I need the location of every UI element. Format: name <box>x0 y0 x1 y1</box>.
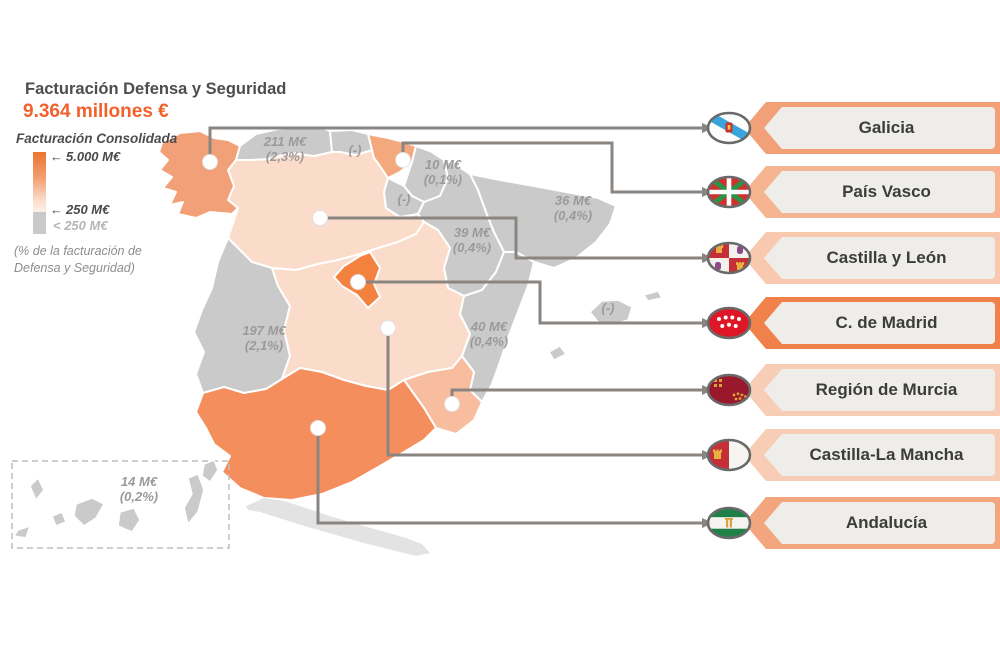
region-cantabria <box>329 129 373 156</box>
dot-pais-vasco <box>395 152 411 168</box>
banner-label: Región de Murcia <box>815 380 958 399</box>
map-label-pct: (0,4%) <box>553 208 593 223</box>
banner-plate: C. de Madrid <box>764 302 995 344</box>
legend-title: Facturación Consolidada <box>16 131 178 146</box>
africa-coast <box>246 498 430 556</box>
map-label-aragon: 39 M€ (0,4%) <box>452 225 492 256</box>
banner-plate: País Vasco <box>764 171 995 213</box>
banner-plate: Castilla y León <box>764 237 995 279</box>
total-revenue: 9.364 millones € <box>23 101 169 122</box>
legend-footnote-line1: (% de la facturación de <box>14 244 142 258</box>
map-regions <box>11 125 663 556</box>
dot-castilla-mancha <box>380 320 396 336</box>
map-label-value: (-) <box>348 142 362 158</box>
map-label-value: 211 M€ <box>263 134 307 150</box>
banner-madrid: C. de Madrid <box>700 297 1000 349</box>
banner-label: Andalucía <box>845 513 928 532</box>
legend-max-row: ← 5.000 M€ <box>50 149 120 164</box>
map-label-baleares: (-) <box>601 300 615 317</box>
map-label-navarra: 10 M€ (0,1%) <box>423 157 463 188</box>
map-label-asturias: 211 M€ (2,3%) <box>263 134 307 165</box>
canary-islands-box <box>11 460 230 549</box>
region-galicia <box>158 130 241 219</box>
map-label-value: 197 M€ <box>242 323 286 339</box>
map-label-valencia: 40 M€ (0,4%) <box>469 319 509 350</box>
left-arrow-icon: ← <box>50 202 63 217</box>
legend-below-row: < 250 M€ <box>53 218 108 233</box>
legend-gradient-bar <box>33 152 46 212</box>
banner-label: Galicia <box>858 118 915 137</box>
andalucia-flag-icon <box>706 506 752 540</box>
dot-murcia <box>444 396 460 412</box>
banner-label: C. de Madrid <box>835 313 938 332</box>
banner-plate: Castilla-La Mancha <box>764 434 995 476</box>
banner-label: Castilla y León <box>826 248 947 267</box>
pais-vasco-flag-icon <box>706 175 752 209</box>
map-label-pct: (2,3%) <box>265 149 305 164</box>
banner-castilla-mancha: Castilla-La Mancha <box>700 429 1000 481</box>
legend-max-label: 5.000 M€ <box>66 149 121 164</box>
castilla-mancha-flag-icon <box>706 438 752 472</box>
banner-galicia: Galicia <box>700 102 1000 154</box>
map-anchor-dots <box>202 152 460 436</box>
map-label-cantabria: (-) <box>348 142 362 159</box>
map-label-pct: (0,4%) <box>452 240 492 255</box>
madrid-flag-icon <box>706 306 752 340</box>
legend-footnote: (% de la facturación de Defensa y Seguri… <box>14 243 142 276</box>
banner-plate: Galicia <box>764 107 995 149</box>
map-label-value: 39 M€ <box>453 225 491 241</box>
map-label-extremadura: 197 M€ (2,1%) <box>242 323 286 354</box>
connector-murcia <box>450 388 703 404</box>
map-label-value: 10 M€ <box>424 157 462 173</box>
connector-galicia <box>208 126 703 162</box>
page-title: Facturación Defensa y Seguridad <box>25 80 287 98</box>
connector-castilla-mancha <box>386 328 703 457</box>
connector-andalucia <box>316 428 703 525</box>
dot-madrid <box>350 274 366 290</box>
map-label-value: 40 M€ <box>470 319 508 335</box>
dot-galicia <box>202 154 218 170</box>
legend-mid-row: ← 250 M€ <box>50 202 109 217</box>
castilla-leon-flag-icon <box>706 241 752 275</box>
banner-plate: Andalucía <box>764 502 995 544</box>
banner-andalucia: Andalucía <box>700 497 1000 549</box>
legend-mid-label: 250 M€ <box>66 202 110 217</box>
banner-label: País Vasco <box>842 182 931 201</box>
region-canarias <box>13 459 219 539</box>
connector-madrid <box>358 280 703 325</box>
map-label-value: (-) <box>397 191 411 207</box>
banner-castilla-leon: Castilla y León <box>700 232 1000 284</box>
legend-footnote-line2: Defensa y Seguridad) <box>14 260 135 275</box>
banner-plate: Región de Murcia <box>764 369 995 411</box>
map-label-pct: (0,4%) <box>469 334 509 349</box>
murcia-flag-icon <box>706 373 752 407</box>
map-label-value: 14 M€ <box>120 474 158 490</box>
banner-pais-vasco: País Vasco <box>700 166 1000 218</box>
legend-gray-bar <box>33 212 46 234</box>
dot-andalucia <box>310 420 326 436</box>
left-arrow-icon: ← <box>50 149 63 164</box>
banner-murcia: Región de Murcia <box>700 364 1000 416</box>
dot-castilla-leon <box>312 210 328 226</box>
legend-below-label: < 250 M€ <box>53 218 108 233</box>
map-label-la-rioja: (-) <box>397 191 411 208</box>
banner-label: Castilla-La Mancha <box>809 445 964 464</box>
map-label-value: 36 M€ <box>554 193 592 209</box>
galicia-flag-icon <box>706 111 752 145</box>
map-label-pct: (2,1%) <box>244 338 284 353</box>
map-label-cataluna: 36 M€ (0,4%) <box>553 193 593 224</box>
connector-pais-vasco <box>401 141 703 194</box>
connector-castilla-leon <box>320 216 703 260</box>
map-label-value: (-) <box>601 300 615 316</box>
map-label-pct: (0,1%) <box>423 172 463 187</box>
map-label-canarias: 14 M€ (0,2%) <box>119 474 159 505</box>
map-label-pct: (0,2%) <box>119 489 159 504</box>
